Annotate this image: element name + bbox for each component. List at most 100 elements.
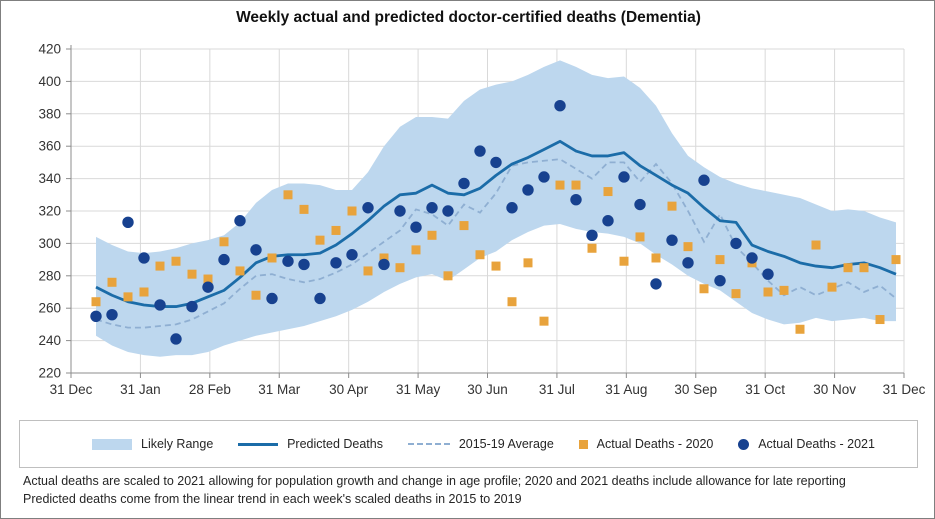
actual-2021-point <box>458 177 470 190</box>
legend-label-average: 2015-19 Average <box>458 437 554 451</box>
x-tick-label: 31 Jan <box>120 382 161 397</box>
actual-2020-point <box>811 240 821 250</box>
actual-2020-point <box>699 284 709 294</box>
actual-2020-point <box>683 242 693 252</box>
actual-2021-point <box>426 202 438 214</box>
actual-2021-point <box>666 234 678 246</box>
actual-2020-point <box>891 255 901 265</box>
actual-2020-point <box>539 316 549 326</box>
actual-2020-point <box>555 180 565 190</box>
actual-2020-point <box>155 261 165 271</box>
actual-2021-point <box>154 299 166 311</box>
actual-2020-point <box>859 263 869 273</box>
legend-label-actual-2021: Actual Deaths - 2021 <box>758 437 875 451</box>
actual-2021-point <box>346 249 358 261</box>
actual-2020-point <box>763 287 773 297</box>
actual-2021-point <box>170 333 182 345</box>
actual-2020-point <box>331 225 341 235</box>
actual-2020-point <box>139 287 149 297</box>
actual-2021-point <box>714 274 726 287</box>
x-tick-label: 31 Jul <box>539 382 575 397</box>
actual-2020-point <box>315 235 325 245</box>
actual-2020-point <box>491 261 501 271</box>
actual-2020-point <box>651 253 661 263</box>
actual-2021-point <box>202 281 214 293</box>
y-tick-label: 380 <box>38 106 61 121</box>
actual-2021-point <box>762 268 774 280</box>
actual-2021-point <box>378 258 390 271</box>
actual-2020-point <box>795 324 805 334</box>
actual-2020-point <box>379 253 389 263</box>
actual-2020-point <box>347 206 357 216</box>
actual-2021-point <box>554 100 566 112</box>
actual-2021-point <box>506 202 518 214</box>
actual-2020-point <box>267 253 277 263</box>
actual-2020-point <box>123 292 133 302</box>
x-tick-label: 31 Aug <box>605 382 647 397</box>
actual-2020-point <box>875 315 885 325</box>
actual-2021-point <box>138 252 150 264</box>
actual-2020-point <box>235 266 245 276</box>
actual-2021-point <box>730 237 742 250</box>
y-tick-label: 320 <box>38 204 61 219</box>
actual-2021-point <box>282 255 294 267</box>
y-tick-label: 300 <box>38 236 61 251</box>
x-tick-label: 30 Nov <box>813 382 856 397</box>
actual-2020-point <box>667 201 677 211</box>
legend: Likely Range Predicted Deaths 2015-19 Av… <box>19 420 918 468</box>
likely-range-swatch <box>92 438 132 450</box>
y-tick-label: 240 <box>38 333 61 348</box>
actual-2021-point <box>250 244 262 256</box>
actual-2020-point <box>843 263 853 273</box>
actual-2021-point <box>538 171 550 183</box>
legend-label-actual-2020: Actual Deaths - 2020 <box>596 437 714 451</box>
predicted-deaths-line <box>95 139 897 308</box>
legend-item-average: 2015-19 Average <box>407 437 554 451</box>
actual-2020-point <box>299 204 309 214</box>
x-tick-label: 31 Mar <box>258 382 301 397</box>
actual-2020-marker <box>578 439 588 449</box>
average-line-swatch <box>407 443 450 445</box>
actual-2020-point <box>619 256 629 266</box>
chart-title: Weekly actual and predicted doctor-certi… <box>236 9 701 26</box>
actual-2020-point <box>587 243 597 253</box>
actual-2020-point <box>475 250 485 260</box>
y-tick-label: 400 <box>38 74 61 89</box>
actual-2020-point <box>459 221 469 231</box>
actual-2021-point <box>698 174 710 186</box>
actual-2020-point <box>411 245 421 255</box>
legend-label-predicted-deaths: Predicted Deaths <box>287 437 383 451</box>
actual-2020-point <box>219 237 229 247</box>
actual-2020-point <box>443 271 453 281</box>
actual-2021-point <box>650 278 662 290</box>
actual-2021-point <box>682 257 694 269</box>
actual-2021-point <box>618 171 630 183</box>
actual-2020-point <box>635 232 645 242</box>
legend-item-actual-2021: Actual Deaths - 2021 <box>738 437 875 451</box>
y-tick-label: 260 <box>38 301 61 316</box>
actual-2021-point <box>90 310 102 322</box>
actual-2020-point <box>91 297 101 307</box>
actual-2021-point <box>186 300 198 313</box>
actual-2021-point <box>602 215 614 227</box>
legend-item-predicted-deaths: Predicted Deaths <box>238 437 383 451</box>
actual-2021-point <box>442 205 454 217</box>
actual-2021-point <box>266 292 278 305</box>
y-tick-label: 280 <box>38 268 61 283</box>
actual-2021-point <box>330 257 342 269</box>
x-tick-label: 31 Oct <box>745 382 785 397</box>
x-tick-label: 31 May <box>396 382 441 397</box>
actual-2021-marker <box>738 438 750 450</box>
actual-2020-point <box>107 277 117 287</box>
footnote-line-2: Predicted deaths come from the linear tr… <box>23 492 522 506</box>
y-tick-label: 420 <box>38 42 61 57</box>
footnote-line-1: Actual deaths are scaled to 2021 allowin… <box>23 474 846 488</box>
actual-2020-point <box>187 269 197 279</box>
y-tick-label: 340 <box>38 171 61 186</box>
actual-2020-point <box>507 297 517 307</box>
actual-2020-point <box>827 282 837 292</box>
actual-2021-point <box>314 292 326 305</box>
actual-2020-point <box>731 289 741 299</box>
legend-item-actual-2020: Actual Deaths - 2020 <box>578 437 714 451</box>
